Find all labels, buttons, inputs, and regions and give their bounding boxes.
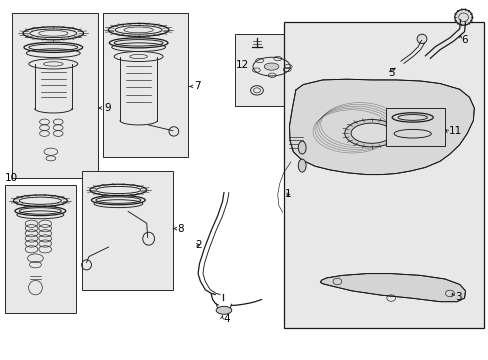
Text: 10: 10 [5,173,18,183]
Bar [5,185,76,313]
Text: 5: 5 [387,68,394,78]
Text: 11: 11 [448,126,461,136]
Text: 6: 6 [460,35,467,45]
Text: 12: 12 [235,60,248,70]
Ellipse shape [29,59,78,69]
Bar [386,108,444,146]
Text: 9: 9 [104,103,111,113]
Ellipse shape [216,306,231,314]
Text: 4: 4 [223,314,229,324]
Ellipse shape [416,34,426,44]
Polygon shape [320,274,465,302]
Text: 1: 1 [285,189,291,199]
Text: 7: 7 [194,81,201,91]
Ellipse shape [298,141,305,154]
Text: 2: 2 [195,240,202,250]
Bar [102,13,188,157]
Bar [283,22,483,328]
Bar [234,34,298,106]
Polygon shape [289,79,473,175]
Ellipse shape [264,63,278,70]
Ellipse shape [298,159,305,172]
Bar [82,171,172,290]
Text: 8: 8 [177,224,183,234]
Ellipse shape [114,51,163,62]
Bar [12,13,98,178]
Ellipse shape [454,9,471,25]
Ellipse shape [344,120,398,147]
Text: 3: 3 [454,292,461,302]
Ellipse shape [350,123,391,143]
